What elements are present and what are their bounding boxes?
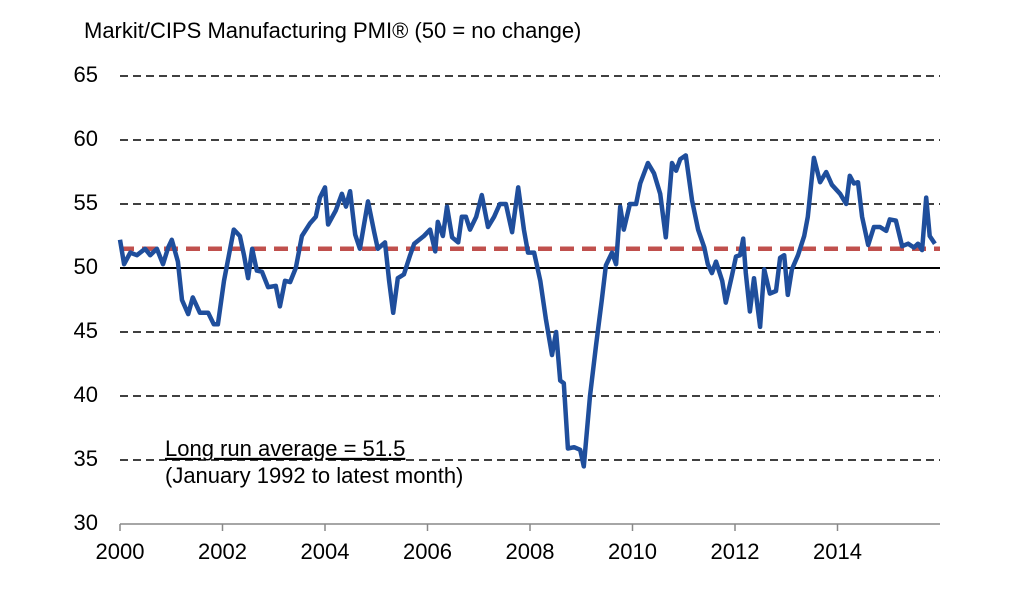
x-tick-label: 2006 (403, 539, 452, 564)
y-tick-label: 45 (74, 318, 98, 343)
y-tick-label: 30 (74, 510, 98, 535)
x-tick-label: 2002 (198, 539, 247, 564)
y-tick-label: 55 (74, 190, 98, 215)
chart-title: Markit/CIPS Manufacturing PMI® (50 = no … (84, 18, 581, 43)
x-tick-label: 2008 (506, 539, 555, 564)
y-tick-label: 40 (74, 382, 98, 407)
x-tick-label: 2010 (608, 539, 657, 564)
y-tick-label: 35 (74, 446, 98, 471)
x-tick-label: 2012 (711, 539, 760, 564)
y-tick-label: 65 (74, 62, 98, 87)
x-tick-label: 2014 (813, 539, 862, 564)
pmi-line (117, 153, 937, 469)
annotation: (January 1992 to latest month) (165, 463, 463, 488)
y-tick-label: 60 (74, 126, 98, 151)
annotation: Long run average = 51.5 (165, 436, 405, 461)
y-tick-label: 50 (74, 254, 98, 279)
x-tick-label: 2004 (301, 539, 350, 564)
x-tick-label: 2000 (96, 539, 145, 564)
